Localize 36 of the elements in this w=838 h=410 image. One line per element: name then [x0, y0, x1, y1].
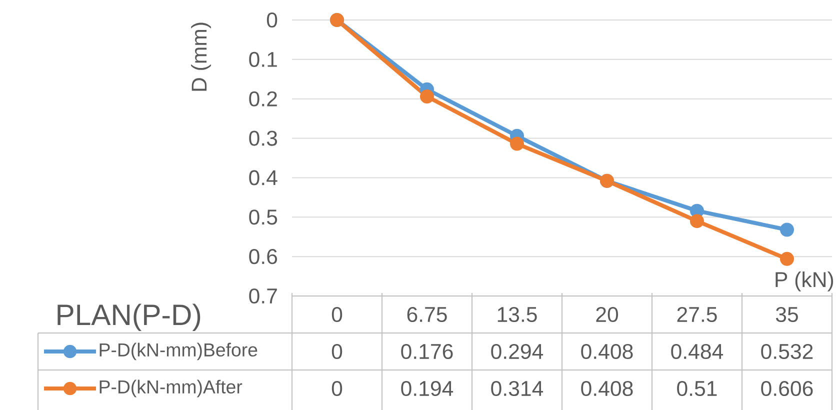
data-label: 0.51	[677, 380, 717, 396]
data-label: 0.294	[491, 344, 544, 360]
data-label: 0	[332, 380, 342, 396]
point	[690, 214, 704, 228]
x-tick-label: 0	[332, 306, 342, 322]
point	[780, 252, 794, 266]
point	[420, 89, 434, 104]
x-tick-label: 6.75	[407, 306, 447, 322]
x-tick-label: 20	[596, 306, 618, 322]
legend-label: P-D(kN-mm)Before	[100, 342, 258, 360]
y-tick-label: 0.1	[249, 52, 277, 67]
data-label: 0.606	[761, 380, 813, 396]
y-tick-label: 0.7	[249, 288, 277, 304]
data-label: 0.176	[401, 344, 453, 360]
point	[780, 222, 794, 237]
data-label: 0.314	[491, 380, 544, 396]
y-tick-label: 0.3	[249, 130, 278, 146]
data-label: 0.532	[761, 344, 813, 360]
x-tick-label: 27.5	[677, 306, 717, 322]
y-tick-label: 0.6	[249, 249, 278, 264]
y-tick-label: 0.4	[249, 170, 278, 186]
data-label: 0	[332, 344, 342, 360]
data-label: 0.194	[401, 380, 454, 396]
legend-label: P-D(kN-mm)After	[100, 380, 242, 398]
text: PLAN(P-D)	[58, 304, 200, 332]
y-axis-title: D (mm)	[191, 22, 211, 91]
data-label: 0.408	[581, 344, 633, 360]
data-label: 0.408	[581, 380, 633, 396]
x-tick-label: 13.5	[498, 306, 537, 322]
y-tick-label: 0	[266, 12, 278, 28]
x-axis-title: P (kN)	[776, 272, 834, 292]
y-tick-label: 0.5	[249, 210, 278, 225]
point	[510, 136, 524, 151]
x-tick-label: 35	[776, 306, 798, 322]
data-label: 0.484	[671, 344, 724, 360]
y-tick-label: 0.2	[249, 91, 277, 106]
